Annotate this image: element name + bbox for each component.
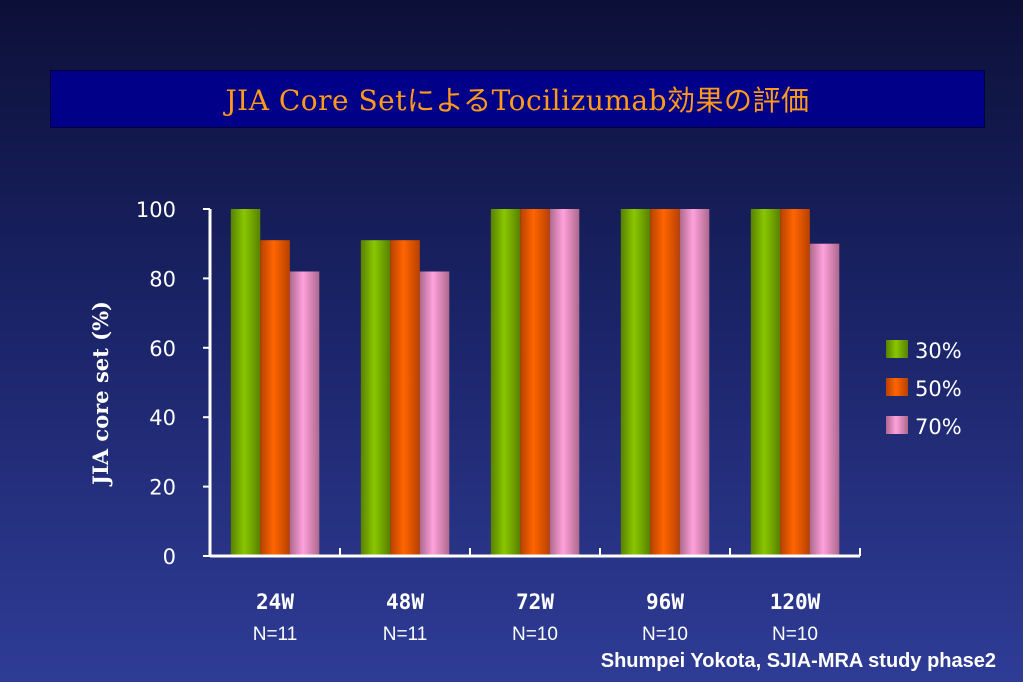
- bar-48W-30%: [360, 240, 391, 556]
- legend-swatch: [886, 416, 908, 434]
- bar-72W-30%: [490, 209, 521, 556]
- bar-96W-70%: [679, 209, 710, 556]
- bar-96W-50%: [650, 209, 680, 556]
- bar-48W-70%: [419, 271, 450, 556]
- legend-swatch: [886, 340, 908, 358]
- legend-label: 50%: [915, 377, 962, 401]
- credit-text: Shumpei Yokota, SJIA-MRA study phase2: [600, 650, 996, 672]
- axes-group: 24W N=11 48W N=11 72W N=10 96W N=10 120W N=10 0 20 4…: [136, 198, 861, 645]
- legend-label: 30%: [915, 339, 962, 363]
- bar-24W-30%: [230, 209, 261, 556]
- sample-size-label: N=10: [642, 624, 688, 645]
- bar-96W-30%: [620, 209, 651, 556]
- y-tick-label: 80: [149, 267, 176, 291]
- sample-size-label: N=11: [383, 624, 428, 645]
- y-tick-label: 60: [149, 337, 176, 361]
- sample-size-label: N=11: [253, 624, 298, 645]
- bar-24W-70%: [289, 271, 320, 556]
- bar-120W-30%: [750, 209, 781, 556]
- bars-group: [230, 209, 840, 556]
- sample-size-label: N=10: [772, 624, 818, 645]
- bar-120W-70%: [809, 243, 840, 556]
- y-tick-label: 40: [149, 406, 176, 430]
- bar-24W-50%: [260, 240, 290, 556]
- x-tick-label: 48W: [386, 590, 424, 614]
- x-tick-label: 96W: [646, 590, 684, 614]
- sample-size-label: N=10: [512, 624, 558, 645]
- x-tick-label: 120W: [770, 590, 821, 614]
- title-bar: JIA Core SetによるTocilizumab効果の評価: [50, 70, 985, 128]
- legend-label: 70%: [915, 415, 962, 439]
- bar-72W-50%: [520, 209, 550, 556]
- y-tick-label: 100: [136, 198, 176, 222]
- x-tick-label: 72W: [516, 590, 554, 614]
- y-axis-label: JIA core set (%): [88, 301, 113, 487]
- legend-swatch: [886, 378, 908, 396]
- y-tick-label: 20: [149, 476, 176, 500]
- bar-120W-50%: [780, 209, 810, 556]
- x-tick-label: 24W: [256, 590, 294, 614]
- bar-72W-70%: [549, 209, 580, 556]
- y-tick-label: 0: [163, 545, 176, 569]
- page-title: JIA Core SetによるTocilizumab効果の評価: [225, 84, 810, 117]
- legend: 30% 50% 70%: [886, 339, 962, 439]
- bar-48W-50%: [390, 240, 420, 556]
